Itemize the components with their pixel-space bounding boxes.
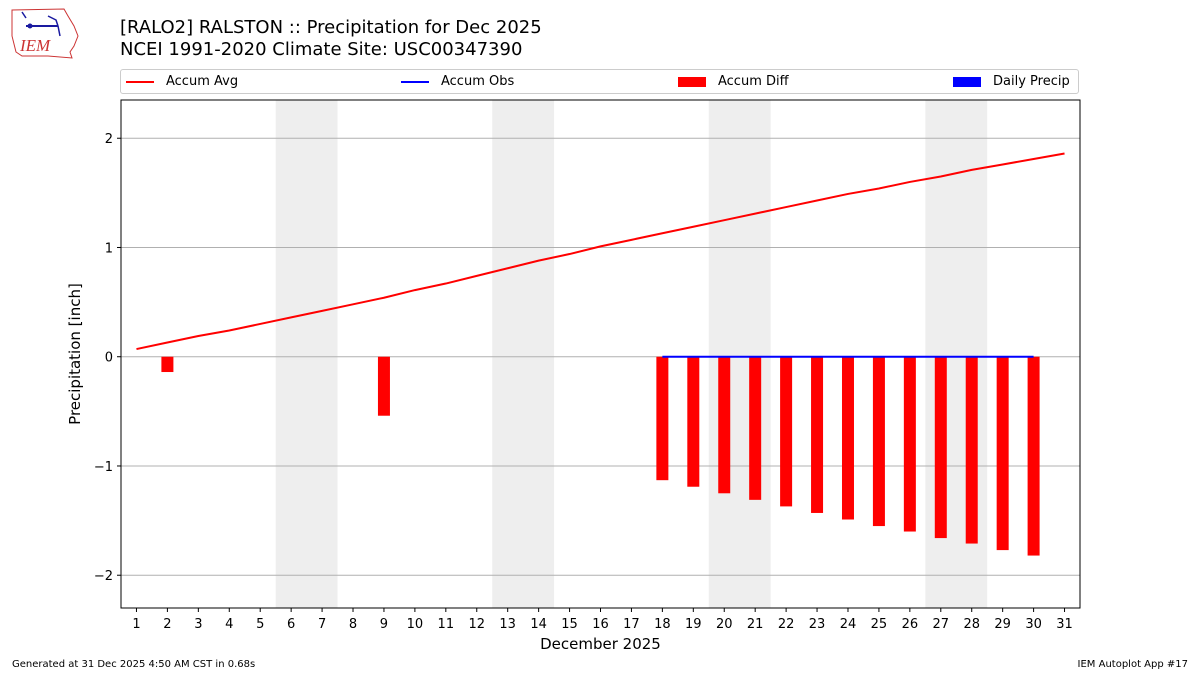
accum-avg-line <box>136 152 1065 351</box>
accum-diff-bar <box>872 356 885 527</box>
x-tick-label: 15 <box>561 617 578 632</box>
legend-item-accum-obs: Accum Obs <box>401 74 514 90</box>
accum-diff-bars <box>161 356 1040 556</box>
weekend-span <box>708 100 771 608</box>
legend-item-daily-precip: Daily Precip <box>953 74 1070 90</box>
x-axis-label: December 2025 <box>540 635 661 653</box>
y-tick-label: 1 <box>105 241 113 256</box>
x-tick-label: 21 <box>747 617 764 632</box>
accum-diff-bar <box>656 356 669 481</box>
x-tick-label: 5 <box>256 617 264 632</box>
accum-diff-bar <box>996 356 1009 551</box>
x-tick-label: 23 <box>809 617 826 632</box>
accum-diff-bar <box>1027 356 1040 556</box>
accum-diff-bar <box>687 356 700 487</box>
legend-item-accum-diff: Accum Diff <box>678 74 789 90</box>
x-tick-label: 6 <box>287 617 295 632</box>
legend-label: Accum Obs <box>441 74 515 89</box>
accum-diff-bar <box>841 356 854 520</box>
x-tick-label: 19 <box>685 617 702 632</box>
x-tick-label: 1 <box>132 617 140 632</box>
x-tick-label: 24 <box>840 617 857 632</box>
x-tick-label: 18 <box>654 617 671 632</box>
legend-label: Daily Precip <box>993 74 1070 89</box>
y-tick-label: 0 <box>105 351 113 366</box>
y-axis-ticks: −2 −1 0 1 2 <box>94 132 121 584</box>
accum-diff-bar <box>965 356 978 544</box>
accum-diff-bar <box>934 356 947 539</box>
y-axis-label: Precipitation [inch] <box>66 283 84 425</box>
weekend-span <box>925 100 988 608</box>
iem-logo: IEM <box>8 6 80 60</box>
y-tick-label: 2 <box>105 132 113 147</box>
x-tick-label: 27 <box>933 617 950 632</box>
weekend-span <box>275 100 338 608</box>
legend-swatch-accum-avg <box>126 81 154 83</box>
legend-label: Accum Diff <box>718 74 789 89</box>
x-tick-label: 25 <box>871 617 888 632</box>
x-tick-label: 29 <box>994 617 1011 632</box>
x-tick-label: 2 <box>163 617 171 632</box>
y-tick-label: −2 <box>94 569 113 584</box>
legend-swatch-daily-precip <box>953 77 981 87</box>
x-tick-label: 14 <box>530 617 547 632</box>
weekend-shading <box>275 100 988 608</box>
accum-diff-bar <box>811 356 824 513</box>
x-tick-label: 26 <box>902 617 919 632</box>
accum-diff-bar <box>718 356 731 494</box>
y-tick-label: −1 <box>94 460 113 475</box>
generated-timestamp: Generated at 31 Dec 2025 4:50 AM CST in … <box>12 659 256 670</box>
accum-diff-bar <box>161 356 174 373</box>
app-credit: IEM Autoplot App #17 <box>1077 659 1188 670</box>
x-axis-ticks: 1 2 3 4 5 6 7 8 9 10 11 12 13 14 15 16 17 18 19 20 21 22 23 24 2… <box>132 608 1073 632</box>
legend-swatch-accum-obs <box>401 81 429 83</box>
x-tick-label: 8 <box>349 617 357 632</box>
legend-swatch-accum-diff <box>678 77 706 87</box>
x-tick-label: 10 <box>407 617 424 632</box>
x-tick-label: 20 <box>716 617 733 632</box>
x-tick-label: 13 <box>499 617 516 632</box>
x-tick-label: 16 <box>592 617 609 632</box>
x-tick-label: 22 <box>778 617 795 632</box>
accum-diff-bar <box>903 356 916 532</box>
x-tick-label: 31 <box>1056 617 1073 632</box>
x-tick-label: 30 <box>1025 617 1042 632</box>
legend-label: Accum Avg <box>166 74 239 89</box>
x-tick-label: 7 <box>318 617 326 632</box>
x-tick-label: 12 <box>468 617 485 632</box>
legend: Accum Avg Accum Obs Accum Diff Daily Pre… <box>120 69 1079 94</box>
weekend-span <box>492 100 555 608</box>
title-line-2: NCEI 1991-2020 Climate Site: USC00347390 <box>120 39 523 60</box>
x-tick-label: 17 <box>623 617 640 632</box>
x-tick-label: 28 <box>963 617 980 632</box>
accum-diff-bar <box>377 356 390 416</box>
title-line-1: [RALO2] RALSTON :: Precipitation for Dec… <box>120 17 542 38</box>
accum-diff-bar <box>780 356 793 507</box>
x-tick-label: 9 <box>380 617 388 632</box>
x-tick-label: 3 <box>194 617 202 632</box>
series-lines <box>136 152 1065 358</box>
logo-text: IEM <box>19 36 51 55</box>
accum-diff-bar <box>749 356 762 500</box>
x-tick-label: 11 <box>438 617 455 632</box>
chart-title: [RALO2] RALSTON :: Precipitation for Dec… <box>120 17 542 61</box>
x-tick-label: 4 <box>225 617 233 632</box>
legend-item-accum-avg: Accum Avg <box>126 74 238 90</box>
